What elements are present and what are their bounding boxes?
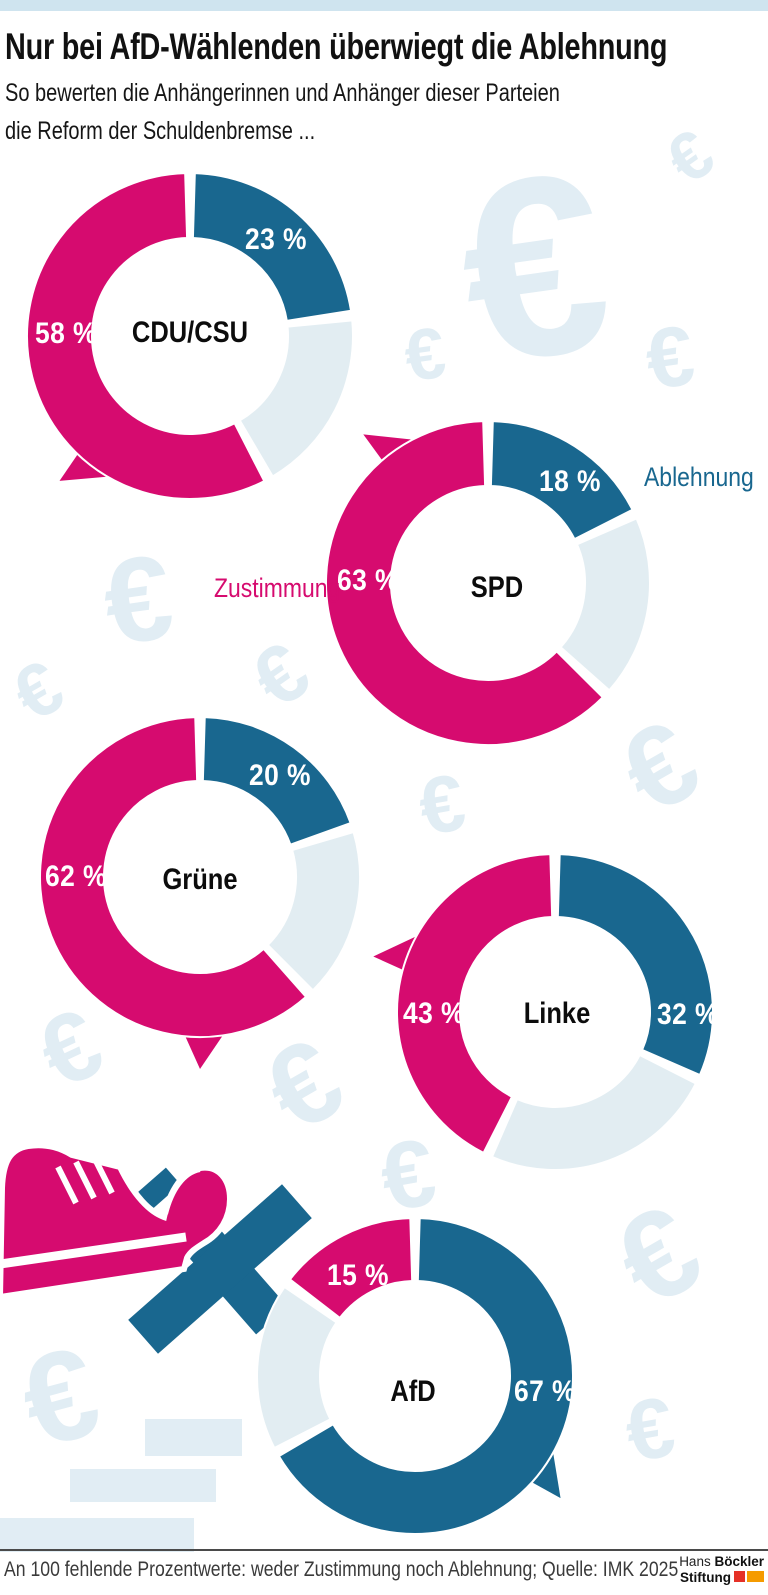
page-title: Nur bei AfD-Wählenden überwiegt die Able…	[5, 26, 668, 67]
AfD-ablehnung-value-label: 67 %	[514, 1375, 576, 1408]
AfD-weder_noch-segment	[256, 1285, 338, 1450]
sneaker-lace-stripe	[91, 1155, 115, 1195]
stair-step-decor	[145, 1419, 242, 1456]
subtitle-line-2: die Reform der Schuldenbremse ...	[5, 117, 316, 145]
stair-step-decor	[70, 1469, 216, 1502]
footer-divider	[0, 1549, 768, 1551]
CDU/CSU-ablehnung-segment	[191, 172, 353, 322]
logo-line-1: Hans Böckler	[679, 1554, 764, 1569]
CDU/CSU-party-label: CDU/CSU	[131, 316, 249, 349]
CDU/CSU-ablehnung-value-label: 23 %	[245, 223, 307, 256]
AfD-party-label: AfD	[390, 1375, 436, 1408]
AfD-zustimmung-value-label: 15 %	[327, 1259, 389, 1292]
AfD-ablehnung-segment	[277, 1217, 574, 1535]
logo-orange-square-icon	[747, 1571, 764, 1582]
CDU/CSU-zustimmung-value-label: 58 %	[35, 317, 97, 350]
CDU/CSU-zustimmung-segment	[26, 172, 266, 500]
Grüne-ablehnung-value-label: 20 %	[249, 759, 311, 792]
AfD-zustimmung-segment	[288, 1217, 414, 1320]
logo-line-2: Stiftung	[679, 1570, 764, 1586]
SPD-ablehnung-value-label: 18 %	[539, 465, 601, 498]
footer-note: An 100 fehlende Prozentwerte: weder Zust…	[4, 1557, 679, 1581]
hans-boeckler-stiftung-logo: Hans Böckler Stiftung	[679, 1554, 764, 1586]
sneaker-sole-stripe	[0, 1232, 187, 1269]
Linke-zustimmung-value-label: 43 %	[403, 997, 465, 1030]
SPD-zustimmung-segment	[325, 420, 605, 746]
Grüne-zustimmung-segment	[39, 716, 308, 1038]
Linke-weder_noch-segment	[490, 1053, 698, 1171]
sneaker-lace-stripe	[55, 1165, 79, 1205]
subtitle-line-1: So bewerten die Anhängerinnen und Anhäng…	[5, 79, 560, 107]
legend-ablehnung-label: Ablehnung	[644, 462, 754, 492]
Linke-party-label: Linke	[523, 997, 591, 1030]
Grüne-zustimmung-value-label: 62 %	[45, 860, 107, 893]
Grüne-party-label: Grüne	[162, 863, 238, 896]
Linke-zustimmung-segment	[396, 853, 554, 1155]
Grüne-weder_noch-segment	[266, 830, 361, 992]
CDU/CSU-weder_noch-segment	[238, 319, 354, 478]
Grüne-ablehnung-segment	[201, 716, 352, 846]
brake-pedal-plate-icon	[128, 1184, 312, 1354]
SPD-ablehnung-segment	[489, 420, 634, 541]
header: Nur bei AfD-Wählenden überwiegt die Able…	[5, 26, 768, 150]
logo-red-square-icon	[734, 1571, 745, 1582]
Linke-ablehnung-segment	[556, 853, 714, 1077]
top-accent-strip	[0, 0, 768, 11]
SPD-weder_noch-segment	[559, 517, 651, 692]
SPD-zustimmung-value-label: 63 %	[337, 564, 399, 597]
stair-step-decor	[0, 1518, 194, 1552]
Linke-ablehnung-value-label: 32 %	[657, 998, 719, 1031]
sneaker-lace-stripe	[73, 1160, 97, 1200]
legend-zustimmung-label: Zustimmung	[214, 573, 341, 603]
sneaker-toe-line	[164, 1168, 201, 1215]
SPD-party-label: SPD	[470, 571, 524, 604]
